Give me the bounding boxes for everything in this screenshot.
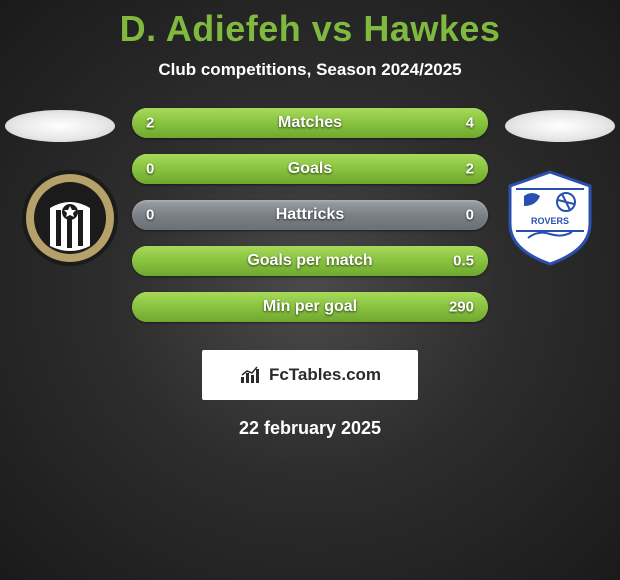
stat-value-right: 290 (449, 299, 474, 316)
stat-label: Matches (278, 114, 342, 132)
stat-bar: 2 4 Matches (132, 108, 488, 138)
stat-value-right: 2 (466, 161, 474, 178)
date-text: 22 february 2025 (0, 418, 620, 439)
stat-bars: 2 4 Matches 0 2 Goals 0 0 Hattricks 0.5 Goals per … (132, 108, 488, 338)
stat-value-right: 0.5 (453, 253, 474, 270)
stat-value-right: 4 (466, 115, 474, 132)
stat-bar: 0.5 Goals per match (132, 246, 488, 276)
player-right-badge: ROVERS (500, 168, 600, 268)
player-right-oval (505, 110, 615, 142)
stat-value-right: 0 (466, 207, 474, 224)
stat-bar: 0 0 Hattricks (132, 200, 488, 230)
stat-value-left: 2 (146, 115, 154, 132)
stat-label: Goals per match (247, 252, 372, 270)
brand-text: FcTables.com (269, 365, 381, 385)
brand-box: FcTables.com (202, 350, 418, 400)
stat-label: Min per goal (263, 298, 357, 316)
subtitle: Club competitions, Season 2024/2025 (0, 60, 620, 80)
stat-label: Hattricks (276, 206, 344, 224)
comparison-panel: ROVERS 2 4 Matches 0 2 Goals 0 0 Hattricks 0.5 Goa… (0, 108, 620, 348)
stat-bar: 0 2 Goals (132, 154, 488, 184)
stat-label: Goals (288, 160, 332, 178)
svg-text:ROVERS: ROVERS (531, 216, 569, 226)
player-left-badge (20, 168, 120, 268)
stat-value-left: 0 (146, 161, 154, 178)
page-title: D. Adiefeh vs Hawkes (0, 0, 620, 50)
player-left-oval (5, 110, 115, 142)
chart-icon (239, 365, 263, 385)
stat-value-left: 0 (146, 207, 154, 224)
stat-bar: 290 Min per goal (132, 292, 488, 322)
